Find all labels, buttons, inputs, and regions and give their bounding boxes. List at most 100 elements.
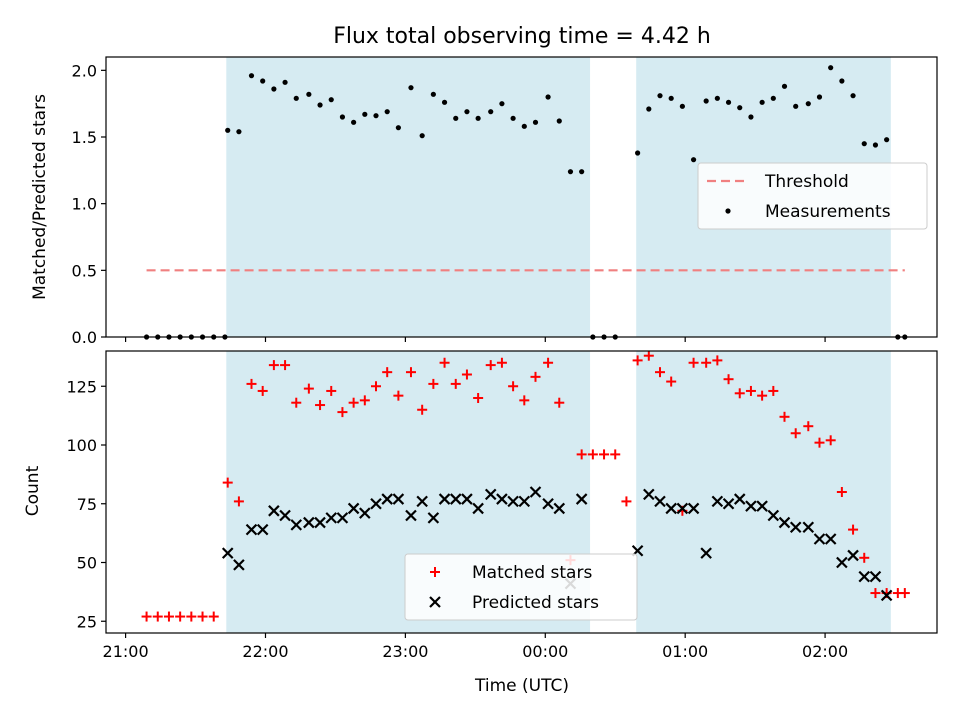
measurement-point xyxy=(510,115,516,121)
legend-label: Threshold xyxy=(764,172,849,192)
bottom-panel-counts: 25 50 75 100 125 21:00 22:00 23:00 00:00 01:00 02:… xyxy=(66,350,938,661)
x-tick-label: 22:00 xyxy=(242,642,288,661)
matched-star-marker xyxy=(393,390,404,401)
matched-star-marker xyxy=(530,371,541,382)
x-tick-label: 02:00 xyxy=(802,642,848,661)
matched-star-marker xyxy=(848,524,859,535)
measurement-point xyxy=(362,111,368,117)
matched-star-marker xyxy=(450,378,461,389)
bottom-y-axis-label: Count xyxy=(23,465,43,516)
predicted-star-marker xyxy=(507,495,519,508)
matched-star-marker xyxy=(257,385,268,396)
matched-star-marker xyxy=(382,367,393,378)
measurement-point xyxy=(317,102,323,108)
measurement-point xyxy=(657,93,663,99)
matched-star-marker xyxy=(371,381,382,392)
predicted-star-marker xyxy=(869,570,882,583)
measurement-point xyxy=(282,79,288,85)
measurement-point xyxy=(861,141,867,147)
measurement-point xyxy=(521,123,527,129)
matched-star-marker xyxy=(461,369,472,380)
legend: Matched stars Predicted stars xyxy=(404,553,638,621)
matched-star-marker xyxy=(405,367,416,378)
predicted-star-marker xyxy=(789,521,802,534)
x-axis-label: Time (UTC) xyxy=(474,676,569,696)
matched-star-marker xyxy=(473,393,484,403)
matched-star-marker xyxy=(610,449,621,460)
y-tick-label: 100 xyxy=(66,436,97,455)
predicted-star-marker xyxy=(802,521,815,534)
y-tick-label: 50 xyxy=(77,554,97,573)
measurement-point xyxy=(668,95,674,101)
measurement-point xyxy=(532,119,539,125)
y-tick-label: 1.5 xyxy=(72,128,97,147)
measurement-point xyxy=(488,109,494,115)
top-y-axis-label: Matched/Predicted stars xyxy=(30,94,50,300)
predicted-star-marker xyxy=(449,493,462,505)
predicted-star-marker xyxy=(847,549,859,562)
measurement-point xyxy=(441,99,448,105)
matched-star-marker xyxy=(576,449,587,460)
matched-star-marker xyxy=(643,350,654,361)
matched-star-marker xyxy=(417,404,428,415)
observing-window xyxy=(636,351,891,633)
predicted-star-marker xyxy=(542,497,554,510)
predicted-star-marker xyxy=(733,493,746,505)
measurement-point xyxy=(464,109,470,115)
matched-star-marker xyxy=(814,437,825,448)
observing-window xyxy=(226,57,591,337)
measurement-point xyxy=(828,65,834,71)
measurement-point xyxy=(351,119,357,125)
matched-star-marker xyxy=(208,611,219,622)
matched-star-marker xyxy=(291,397,302,408)
matched-star-marker xyxy=(337,407,348,418)
measurement-point xyxy=(225,127,231,133)
predicted-star-marker xyxy=(405,509,417,522)
predicted-star-marker xyxy=(381,493,393,505)
matched-star-marker xyxy=(587,449,598,460)
measurement-point xyxy=(453,115,459,121)
legend-label: Matched stars xyxy=(472,563,592,583)
predicted-star-marker xyxy=(665,502,677,515)
matched-star-marker xyxy=(899,588,910,599)
measurement-point xyxy=(408,85,414,91)
legend-box xyxy=(404,553,638,621)
matched-star-marker xyxy=(268,360,279,371)
y-tick-label: 75 xyxy=(77,495,97,514)
axes-frame xyxy=(105,56,938,338)
matched-star-marker xyxy=(186,611,197,622)
predicted-star-marker xyxy=(303,516,315,529)
series-matched-stars xyxy=(141,350,910,622)
matched-star-marker xyxy=(315,400,326,411)
measurement-point xyxy=(260,78,266,84)
matched-star-marker xyxy=(141,611,152,622)
predicted-star-marker xyxy=(824,533,837,545)
measurement-point xyxy=(236,129,242,135)
measurement-point xyxy=(567,169,574,175)
predicted-star-marker xyxy=(813,533,826,545)
matched-star-marker xyxy=(197,611,208,622)
matched-star-marker xyxy=(175,611,186,622)
measurement-point xyxy=(850,93,856,99)
predicted-star-marker xyxy=(496,493,508,505)
top-panel-ratio: 0.0 0.5 1.0 1.5 2.0 Threshold Measurements xyxy=(72,56,938,347)
matched-star-marker xyxy=(163,611,174,622)
measurement-point xyxy=(679,103,685,109)
measurement-point xyxy=(271,86,277,92)
matched-star-marker xyxy=(348,397,359,408)
predicted-star-marker xyxy=(325,512,338,524)
x-tick-label: 21:00 xyxy=(103,642,149,661)
predicted-star-marker xyxy=(347,502,360,515)
matched-star-marker xyxy=(688,357,699,368)
x-tick-label: 23:00 xyxy=(382,642,428,661)
measurement-point xyxy=(646,106,652,112)
predicted-star-marker xyxy=(427,512,440,524)
matched-star-marker xyxy=(757,390,768,401)
measurement-point xyxy=(725,99,732,105)
measurement-point xyxy=(690,157,697,163)
measurement-point xyxy=(759,99,765,105)
matched-star-marker xyxy=(745,385,756,396)
matched-star-marker xyxy=(519,395,530,406)
predicted-star-marker xyxy=(654,495,666,508)
predicted-star-marker xyxy=(221,547,234,559)
